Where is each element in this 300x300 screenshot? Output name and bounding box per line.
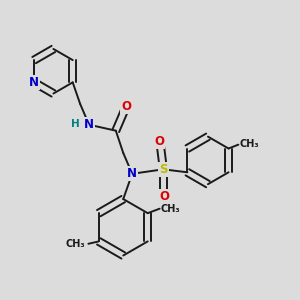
Text: O: O (159, 190, 169, 203)
Text: N: N (84, 118, 94, 131)
Text: CH₃: CH₃ (239, 139, 259, 149)
Text: N: N (29, 76, 39, 89)
Text: N: N (127, 167, 137, 180)
Text: O: O (154, 136, 164, 148)
Text: S: S (159, 163, 168, 176)
Text: CH₃: CH₃ (161, 204, 180, 214)
Text: CH₃: CH₃ (66, 239, 86, 249)
Text: O: O (121, 100, 131, 113)
Text: H: H (71, 119, 80, 129)
